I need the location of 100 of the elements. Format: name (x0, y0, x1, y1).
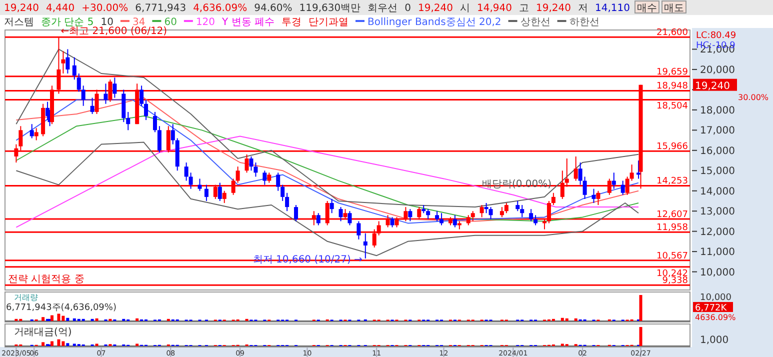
ref-line-label: 12,607 (656, 210, 688, 220)
y-tick-label: 12,000 (700, 226, 735, 238)
ref-line-label: 14,253 (656, 176, 688, 187)
candlestick (198, 178, 202, 192)
candlestick (435, 210, 440, 222)
text: 투경 (282, 17, 302, 28)
line-series (16, 136, 639, 228)
candlestick (529, 208, 534, 222)
text: 6,771,943 (135, 3, 186, 14)
candlestick (222, 190, 226, 204)
bar (565, 318, 568, 321)
ref-line-label: 18,504 (656, 102, 688, 112)
candlestick (592, 188, 596, 204)
candlestick (112, 77, 117, 98)
ref-line-label: 19,659 (656, 67, 688, 78)
y-tick-label: 15,000 (700, 166, 735, 178)
candlestick (484, 202, 488, 214)
bar (42, 317, 45, 321)
candlestick (612, 172, 616, 190)
bar (639, 327, 642, 346)
legend-label: Bollinger Bands중심선 20,2 (368, 17, 502, 28)
candlestick (184, 162, 188, 182)
bar (639, 295, 642, 321)
legend-label: 60 (164, 17, 177, 28)
line-series (16, 142, 639, 256)
candlestick (280, 184, 285, 202)
bar (42, 342, 45, 346)
candlestick (534, 214, 538, 226)
text: 회우선 (368, 3, 398, 14)
text: 4,440 (46, 3, 75, 14)
annotation: 거래량 (14, 293, 38, 302)
candlestick (218, 182, 222, 202)
candlestick (348, 210, 352, 226)
candlestick (81, 85, 86, 106)
text: 4636.09% (695, 313, 736, 322)
candlestick (520, 204, 524, 218)
candlestick (551, 192, 556, 206)
legend-label: 120 (196, 17, 216, 28)
text: 시 (460, 3, 470, 14)
candlestick (330, 198, 334, 214)
candlestick (267, 172, 272, 184)
text: +30.00% (82, 3, 128, 14)
candlestick (152, 111, 157, 133)
candlestick (630, 164, 634, 182)
bar (50, 315, 54, 321)
legend-label: 상한선 (520, 17, 550, 28)
text: 저 (578, 3, 588, 14)
line-series (16, 48, 639, 208)
candlestick (316, 212, 320, 226)
text: 14,940 (476, 3, 512, 14)
y-tick-label: 13,000 (700, 206, 735, 218)
candlestick (500, 206, 504, 218)
text: 6,772K (695, 304, 728, 314)
candlestick (574, 156, 578, 182)
annotation: 거래대금(억) (14, 327, 72, 338)
candlestick (480, 204, 484, 218)
bar (95, 318, 98, 321)
ref-line-label: 9,338 (662, 276, 688, 286)
ref-line-label: 15,966 (656, 142, 688, 152)
candlestick (356, 220, 361, 240)
candlestick (30, 124, 34, 139)
y-tick-label: 10,000 (700, 267, 735, 278)
text: 19,240 (695, 80, 730, 92)
text: 단기과열 (308, 17, 348, 28)
text: 10 (100, 17, 114, 28)
bar (66, 318, 70, 321)
candlestick (249, 156, 254, 172)
text: 매도 (664, 3, 684, 14)
candlestick (140, 85, 144, 106)
text: 30.00% (738, 92, 769, 102)
y-tick-label: 20,000 (700, 64, 735, 76)
text: 1,000 (700, 335, 729, 346)
annotation: ←최고 21,600 (06/12) (60, 26, 168, 38)
candlestick (338, 206, 343, 222)
candlestick (34, 128, 38, 141)
candlestick (363, 232, 368, 259)
legend-label: 하한선 (569, 17, 600, 28)
text: 19,240 (418, 3, 453, 14)
bar (57, 314, 60, 321)
bar (574, 318, 578, 321)
text: 14,110 (594, 3, 630, 14)
candlestick (516, 200, 520, 212)
candlestick (72, 56, 76, 80)
y-tick-label: 14,000 (700, 186, 735, 198)
candlestick (504, 202, 508, 214)
text: 매수 (636, 3, 657, 14)
bar (57, 339, 60, 346)
y-tick-label: 16,000 (700, 146, 735, 157)
candlestick (104, 83, 108, 104)
bar (50, 341, 54, 346)
candlestick (276, 172, 280, 192)
candlestick (390, 216, 394, 228)
candlestick (157, 126, 162, 153)
candlestick (620, 180, 625, 196)
candlestick (244, 154, 249, 174)
ref-line-label: 18,948 (656, 82, 688, 92)
text: 0 (404, 3, 411, 14)
y-tick-label: 18,000 (700, 105, 735, 116)
annotation: 6,771,943주(4,636,09%) (6, 303, 116, 313)
candlestick (188, 172, 193, 190)
